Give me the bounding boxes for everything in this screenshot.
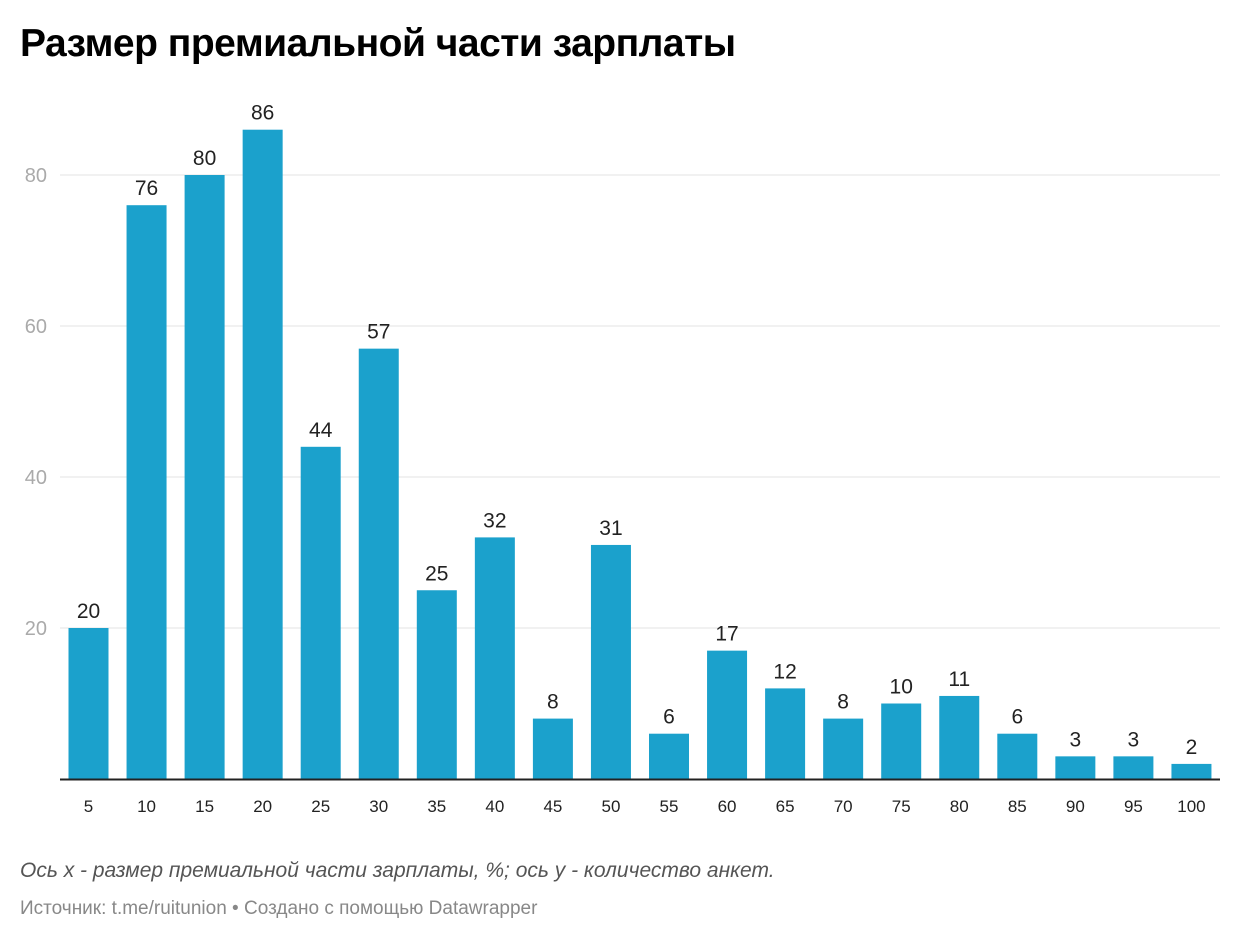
value-label: 3 xyxy=(1070,728,1082,751)
x-tick-label: 40 xyxy=(485,797,504,816)
value-label: 80 xyxy=(193,147,216,170)
bar xyxy=(126,205,167,779)
bar xyxy=(358,348,399,779)
value-label: 8 xyxy=(547,691,559,714)
bar xyxy=(823,718,864,779)
gridlines xyxy=(60,174,1220,629)
value-label: 6 xyxy=(1011,706,1023,729)
axis-note: Ось x - размер премиальной части зарплат… xyxy=(20,859,775,882)
value-label: 3 xyxy=(1128,728,1140,751)
y-tick-label: 80 xyxy=(25,165,47,187)
x-tick-label: 50 xyxy=(601,797,620,816)
value-label: 12 xyxy=(773,660,796,683)
value-label: 57 xyxy=(367,321,390,344)
value-label: 6 xyxy=(663,706,675,729)
y-axis-ticks: 20 40 60 80 xyxy=(25,165,47,640)
x-tick-label: 15 xyxy=(195,797,214,816)
bar xyxy=(649,733,689,779)
value-label: 10 xyxy=(890,676,913,699)
bar xyxy=(1113,756,1154,779)
x-tick-label: 25 xyxy=(311,797,330,816)
bar xyxy=(184,175,225,779)
x-tick-label: 85 xyxy=(1008,797,1027,816)
bar xyxy=(474,537,515,779)
x-tick-label: 90 xyxy=(1066,797,1085,816)
x-tick-label: 35 xyxy=(427,797,446,816)
bar xyxy=(765,688,806,779)
value-label: 2 xyxy=(1186,736,1198,759)
y-tick-label: 40 xyxy=(25,467,47,489)
source-footer: Источник: t.me/ruitunion • Создано с пом… xyxy=(20,898,538,919)
x-tick-label: 10 xyxy=(137,797,156,816)
bar xyxy=(881,703,922,779)
value-label: 32 xyxy=(483,509,506,532)
y-tick-label: 60 xyxy=(25,316,47,338)
x-tick-label: 75 xyxy=(892,797,911,816)
chart-title: Размер премиальной части зарплаты xyxy=(20,22,736,65)
bar xyxy=(68,628,109,779)
bars xyxy=(68,129,1212,779)
x-tick-label: 100 xyxy=(1177,797,1205,816)
value-label: 86 xyxy=(251,102,274,125)
bar xyxy=(416,590,457,779)
value-label: 11 xyxy=(948,668,970,691)
value-label: 20 xyxy=(77,600,100,623)
x-tick-label: 80 xyxy=(950,797,969,816)
x-tick-label: 30 xyxy=(369,797,388,816)
x-tick-label: 65 xyxy=(776,797,795,816)
bar xyxy=(590,544,631,779)
value-label: 31 xyxy=(599,517,622,540)
x-tick-label: 95 xyxy=(1124,797,1143,816)
x-tick-label: 70 xyxy=(834,797,853,816)
x-tick-label: 55 xyxy=(660,797,679,816)
bar xyxy=(300,446,341,779)
bar xyxy=(532,718,573,779)
x-tick-label: 45 xyxy=(543,797,562,816)
x-tick-label: 20 xyxy=(253,797,272,816)
value-label: 76 xyxy=(135,177,158,200)
x-axis-ticks: 5 10 15 20 25 30 35 40 45 50 55 60 65 70 75 80 85 90 95 100 xyxy=(84,797,1206,816)
value-label: 25 xyxy=(425,562,448,585)
x-tick-label: 60 xyxy=(718,797,737,816)
bar xyxy=(997,733,1038,779)
value-label: 44 xyxy=(309,419,333,442)
x-tick-label: 5 xyxy=(84,797,93,816)
bar xyxy=(1171,763,1212,779)
y-tick-label: 20 xyxy=(25,618,47,640)
bar xyxy=(707,650,748,779)
bar xyxy=(1055,756,1096,779)
bar xyxy=(242,129,283,779)
value-label: 8 xyxy=(837,691,849,714)
bar xyxy=(939,695,980,779)
value-label: 17 xyxy=(715,623,738,646)
